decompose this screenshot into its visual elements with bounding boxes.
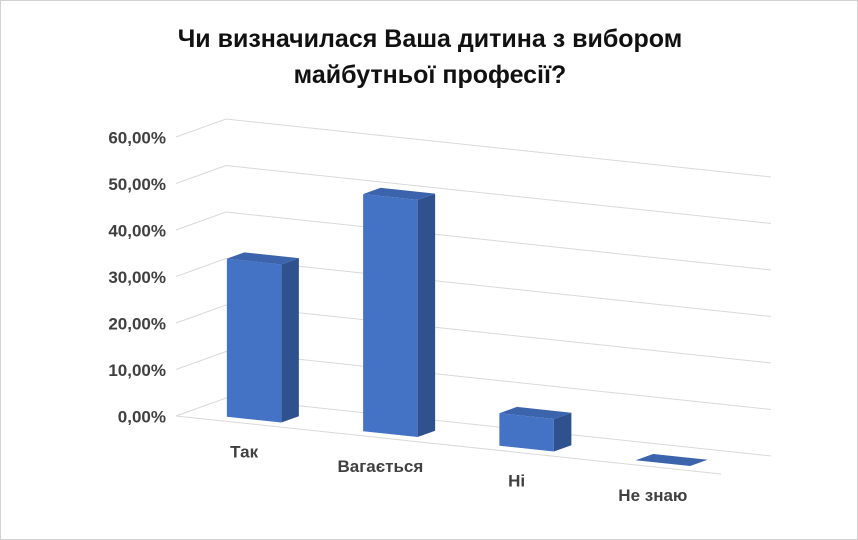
bar-side	[417, 193, 436, 438]
bar-top	[363, 187, 436, 200]
y-tick-label: 30,00%	[108, 268, 166, 287]
bar-top	[635, 453, 708, 467]
x-tick-label: Не знаю	[618, 486, 687, 505]
bar-top	[499, 406, 572, 419]
grid-line	[175, 118, 772, 178]
y-tick-label: 0,00%	[118, 407, 166, 426]
x-tick-label: Так	[230, 443, 258, 462]
bar-side	[553, 412, 572, 452]
grid-line	[175, 397, 772, 457]
grid-line	[175, 257, 772, 317]
y-tick-label: 50,00%	[108, 175, 166, 194]
grid-line	[175, 350, 772, 410]
x-tick-label: Ні	[508, 472, 525, 491]
grid-line	[175, 304, 772, 364]
bar-side	[281, 258, 299, 423]
y-tick-label: 40,00%	[108, 221, 166, 240]
bar	[226, 258, 282, 423]
bar	[499, 413, 554, 452]
y-tick-label: 20,00%	[108, 314, 166, 333]
grid-line	[175, 164, 772, 224]
bar	[363, 194, 418, 438]
y-tick-label: 60,00%	[108, 128, 166, 147]
floor-edge	[175, 415, 722, 475]
bar-top	[226, 252, 299, 265]
chart-title: Чи визначилася Ваша дитина з вибором май…	[177, 25, 683, 89]
x-tick-label: Вагається	[337, 457, 423, 476]
y-tick-label: 10,00%	[108, 361, 166, 380]
grid-line	[175, 211, 772, 271]
